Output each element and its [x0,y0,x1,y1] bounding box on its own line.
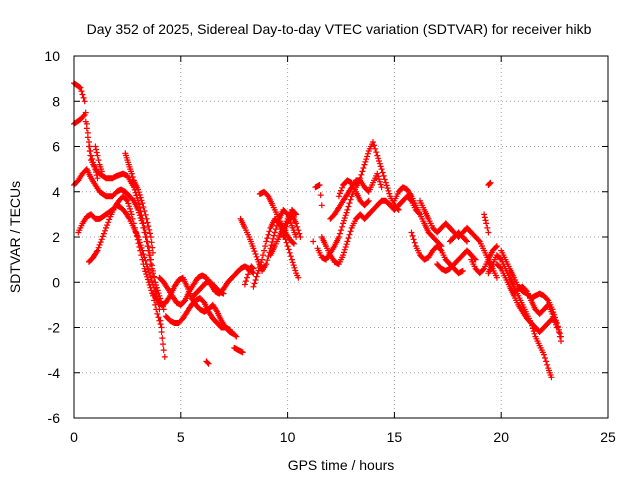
data-point-markers [162,295,233,333]
x-tick-labels: 0 5 10 15 20 25 [70,429,616,445]
data-point-markers [468,243,500,277]
x-tick-label: 10 [280,429,296,445]
series-arc-19 [280,211,304,240]
x-tick-label: 15 [387,429,403,445]
series-arc-31 [468,243,500,277]
data-point-markers [511,283,560,331]
series-arc-33 [485,179,494,188]
data-point-markers [312,182,325,209]
data-point-markers [485,179,494,188]
series-arc-12 [203,358,212,367]
data-series [71,80,564,381]
series-arc-14 [241,263,257,288]
series-arc-37 [511,283,560,331]
data-point-markers [318,193,423,268]
y-axis-label: SDTVAR / TECUs [7,181,23,293]
series-arc-06 [92,143,105,175]
data-point-markers [481,211,492,236]
series-arc-07 [122,150,156,256]
data-point-markers [280,211,304,240]
series-arc-28 [417,197,500,281]
data-point-markers [122,150,156,256]
chart-title: Day 352 of 2025, Sidereal Day-to-day VTE… [87,21,592,37]
x-tick-label: 0 [70,429,78,445]
data-point-markers [391,184,445,250]
y-tick-label: -6 [48,410,61,426]
series-arc-30 [446,229,470,245]
series-arc-10 [156,263,257,308]
data-point-markers [156,263,257,308]
data-point-markers [327,170,385,222]
series-arc-25 [327,170,385,222]
series-arc-23 [318,193,423,268]
data-point-markers [434,247,479,274]
data-point-markers [241,263,257,288]
y-tick-label: 4 [52,184,60,200]
data-point-markers [310,238,317,245]
data-point-markers [446,229,470,245]
series-arc-13 [231,344,246,356]
y-tick-labels: -6 -4 -2 0 2 4 6 8 10 [44,48,60,426]
x-tick-label: 5 [177,429,185,445]
series-arc-09 [162,295,233,333]
data-point-markers [92,143,105,175]
series-arc-21 [312,182,325,209]
series-arc-20 [310,238,317,245]
x-tick-label: 25 [600,429,616,445]
series-arc-29 [434,247,479,274]
series-arc-11 [190,279,227,299]
y-tick-label: -4 [48,365,61,381]
x-tick-label: 20 [493,429,509,445]
data-point-markers [231,344,246,356]
y-tick-label: 10 [44,48,60,64]
data-point-markers [203,358,212,367]
x-axis-label: GPS time / hours [288,457,395,473]
data-point-markers [190,279,227,299]
y-tick-label: 2 [52,229,60,245]
series-arc-32 [481,211,492,236]
plot-frame [73,55,609,419]
y-tick-label: 8 [52,93,60,109]
y-tick-label: 0 [52,274,60,290]
y-tick-label: -2 [48,320,61,336]
series-arc-26 [391,184,445,250]
y-tick-label: 6 [52,139,60,155]
data-point-markers [417,197,500,281]
